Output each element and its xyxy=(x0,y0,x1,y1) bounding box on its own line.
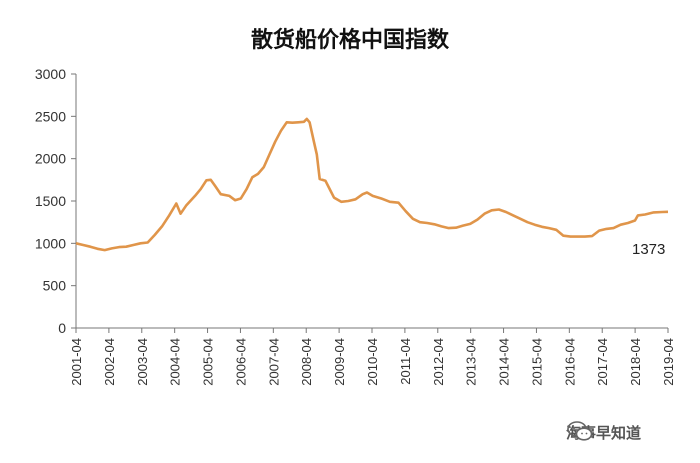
y-tick-label: 0 xyxy=(58,320,66,336)
x-tick-label: 2011-04 xyxy=(398,338,413,385)
y-tick-label: 3000 xyxy=(35,66,66,82)
x-tick-label: 2016-04 xyxy=(562,338,577,386)
y-axis-ticks: 0 500 1000 1500 2000 2500 3000 xyxy=(35,66,76,336)
series-group xyxy=(75,117,669,252)
x-tick-label: 2010-04 xyxy=(365,338,380,386)
x-tick-label: 2003-04 xyxy=(135,338,150,386)
x-tick-label: 2009-04 xyxy=(332,338,347,386)
x-axis-ticks: 2001-04 2002-04 2003-04 2004-04 2005-04 2006-… xyxy=(69,328,676,386)
x-tick-label: 2017-04 xyxy=(595,338,610,386)
x-tick-label: 2014-04 xyxy=(497,338,512,386)
y-tick-label: 500 xyxy=(43,278,67,294)
x-tick-label: 2012-04 xyxy=(431,338,446,386)
x-tick-label: 2006-04 xyxy=(233,338,248,386)
x-tick-label: 2013-04 xyxy=(464,338,479,386)
series-line xyxy=(75,117,669,252)
y-tick-label: 2500 xyxy=(35,108,66,124)
last-value-label: 1373 xyxy=(632,241,665,258)
x-tick-label: 2008-04 xyxy=(299,338,314,386)
wechat-icon xyxy=(567,421,593,441)
x-tick-label: 2001-04 xyxy=(69,338,84,386)
x-tick-label: 2004-04 xyxy=(168,338,183,386)
x-tick-label: 2019-04 xyxy=(661,338,676,386)
x-tick-label: 2018-04 xyxy=(628,338,643,386)
y-tick-label: 2000 xyxy=(35,151,66,167)
chart-title: 散货船价格中国指数 xyxy=(250,28,449,53)
y-tick-label: 1000 xyxy=(35,235,66,251)
x-tick-label: 2015-04 xyxy=(529,338,544,386)
x-tick-label: 2007-04 xyxy=(266,338,281,386)
watermark: 海事早知道 xyxy=(566,420,641,444)
y-tick-label: 1500 xyxy=(35,193,66,209)
chart-axes xyxy=(75,74,668,329)
x-tick-label: 2005-04 xyxy=(201,338,216,386)
x-tick-label: 2002-04 xyxy=(102,338,117,386)
